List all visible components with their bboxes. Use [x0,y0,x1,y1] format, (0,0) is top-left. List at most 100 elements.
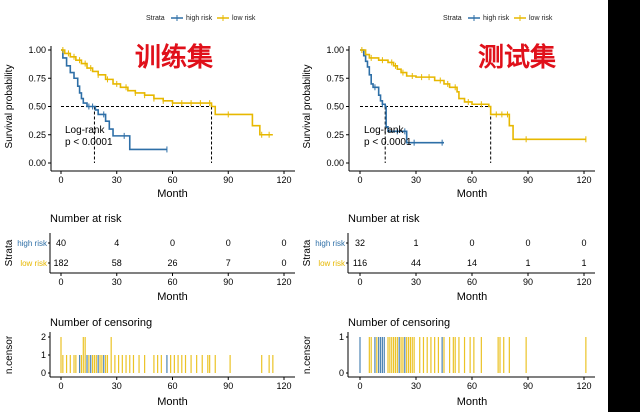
censor-bar [454,337,456,373]
risk-x-tick-label: 0 [58,277,63,287]
risk-value: 0 [226,238,231,248]
risk-value: 116 [353,258,367,268]
censor-bar [409,337,411,373]
censor-bar [181,355,183,373]
censor-bar [114,355,116,373]
risk-value: 44 [411,258,421,268]
censor-x-tick-label: 0 [58,381,63,391]
censor-x-tick-label: 30 [112,381,122,391]
censor-y-label: n.censor [302,335,313,374]
censor-bar [207,355,209,373]
censor-bar [458,337,460,373]
censor-bar [173,355,175,373]
censor-bar [103,355,105,373]
risk-x-tick-label: 120 [576,277,591,287]
y-tick-label: 0.50 [326,102,344,112]
p-value: p < 0.0001 [65,137,113,148]
x-tick-label: 120 [576,175,591,185]
risk-y-label: Strata [302,239,313,266]
censor-x-tick-label: 0 [357,381,362,391]
y-tick-label: 0.25 [326,130,344,140]
censor-bar [97,355,99,373]
censor-bar [396,337,398,373]
censor-bar [387,337,389,373]
censor-x-tick-label: 30 [411,381,421,391]
censor-bar [106,355,109,373]
risk-x-tick-label: 0 [357,277,362,287]
risk-x-axis-label: Month [157,291,188,303]
censor-bar [132,355,135,373]
censor-bar [426,337,428,373]
censor-title: Number of censoring [50,317,152,329]
censor-bar [214,355,216,373]
censor-bar [400,337,402,373]
risk-value: 1 [525,258,530,268]
risk-x-tick-label: 90 [523,277,533,287]
censor-bar [101,355,103,373]
censor-bar [69,355,71,373]
censor-bar [419,337,421,373]
x-tick-label: 30 [112,175,122,185]
risk-table-title: Number at risk [348,213,420,225]
censor-x-tick-label: 90 [523,381,533,391]
censor-bar [393,337,395,373]
censor-bar [374,337,376,373]
censor-bar [65,355,68,373]
censor-x-tick-label: 60 [167,381,177,391]
risk-y-label: Strata [4,239,15,266]
risk-value: 40 [56,238,66,248]
censor-bar [378,337,380,373]
y-tick-label: 0.25 [28,130,46,140]
risk-value: 1 [413,238,418,248]
x-tick-label: 30 [411,175,421,185]
censor-x-axis-label: Month [157,396,188,408]
y-tick-label: 0.50 [28,102,46,112]
censor-x-axis-label: Month [457,396,488,408]
censor-bar [383,337,385,373]
x-tick-label: 0 [58,175,63,185]
y-tick-label: 1.00 [28,45,46,55]
risk-row-label: low risk [20,259,48,268]
y-tick-label: 0.75 [326,73,344,83]
censor-bar [508,337,510,373]
risk-value: 58 [112,258,122,268]
p-value: p < 0.0001 [364,137,412,148]
km-curve-high-risk [61,49,167,151]
panel-title: 测试集 [478,42,557,72]
risk-value: 0 [469,238,474,248]
km-curve-high-risk [360,49,444,144]
risk-x-axis-label: Month [457,291,488,303]
x-tick-label: 0 [357,175,362,185]
censor-bar [402,337,404,373]
risk-table-title: Number at risk [50,213,122,225]
risk-value: 4 [114,238,119,248]
censor-bar [62,355,64,373]
censor-bar [499,337,501,373]
legend-label: low risk [529,15,553,22]
x-tick-label: 60 [167,175,177,185]
risk-value: 0 [581,238,586,248]
risk-x-tick-label: 60 [467,277,477,287]
censor-bar [497,337,499,373]
censor-bar [110,337,112,373]
risk-value: 182 [53,258,68,268]
censor-bar [469,337,471,373]
censor-bar [452,337,454,373]
censor-y-tick-label: 2 [41,332,46,342]
censor-bar [381,337,383,373]
risk-value: 1 [581,258,586,268]
y-axis-label: Survival probability [4,65,15,149]
risk-row-label: high risk [17,239,48,248]
censor-bar [503,337,505,373]
censor-bar [411,337,413,373]
censor-bar [394,337,397,373]
risk-value: 0 [281,238,286,248]
y-axis-label: Survival probability [302,65,313,149]
censor-bar [463,337,466,373]
censor-bar [86,355,88,373]
risk-x-tick-label: 90 [223,277,233,287]
censor-bar [99,355,101,373]
censor-bar [441,337,443,373]
risk-row-label: low risk [318,259,346,268]
